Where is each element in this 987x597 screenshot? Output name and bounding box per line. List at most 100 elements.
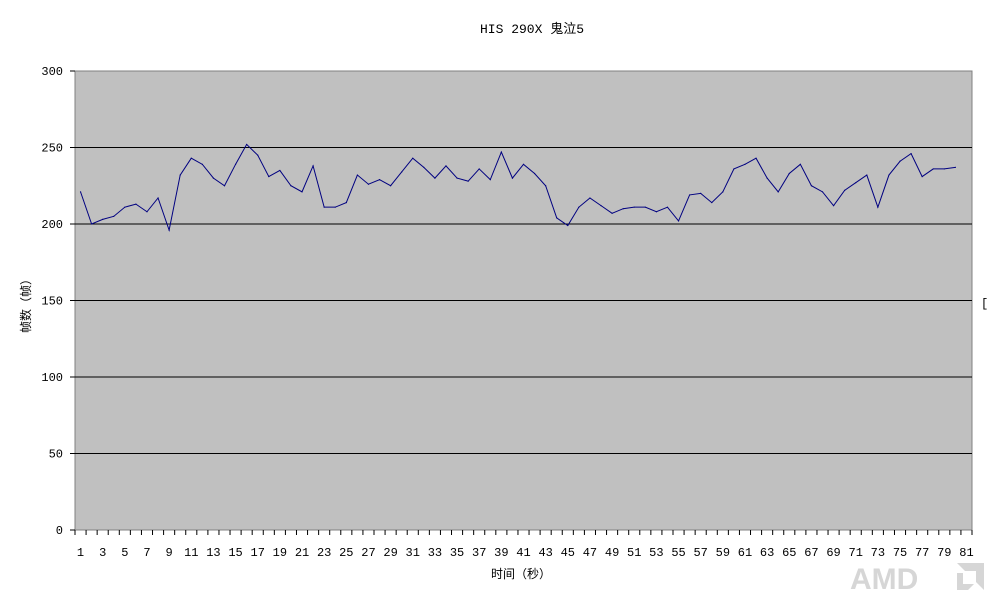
data-point [700,192,702,194]
data-point [257,154,259,156]
data-point [877,206,879,208]
data-point [799,163,801,165]
y-tick-label: 150 [41,295,63,309]
data-point [810,185,813,187]
data-point [932,168,934,170]
data-point [556,217,558,219]
data-point [633,206,635,208]
y-tick-label: 300 [41,65,63,79]
data-point [279,169,281,172]
data-point [899,160,901,162]
x-tick-label: 47 [583,546,597,560]
x-tick-label: 79 [937,546,951,560]
data-point [655,211,657,213]
data-point [954,166,956,168]
x-tick-label: 29 [383,546,397,560]
data-point [79,191,82,193]
amd-logo-text: AMD [850,563,918,596]
data-point [866,174,868,176]
legend-marker: [ [981,297,987,311]
data-point [290,185,292,187]
y-axis: 0 50 100 150 200 250 300 [41,65,75,538]
x-tick-label: 67 [804,546,818,560]
x-tick-label: 23 [317,546,331,560]
data-point [832,205,835,207]
x-tick-label: 31 [406,546,420,560]
x-tick-label: 3 [99,546,106,560]
x-tick-label: 73 [871,546,885,560]
x-tick-label: 17 [251,546,265,560]
data-point [677,220,680,222]
data-point [943,168,945,170]
x-tick-label: 51 [627,546,641,560]
data-point [124,206,126,208]
data-point [102,218,104,221]
x-tick-label: 33 [428,546,442,560]
x-tick-label: 27 [361,546,375,560]
data-point [567,224,569,227]
x-tick-label: 59 [716,546,730,560]
data-point [489,179,491,181]
data-point [356,174,358,176]
data-point [234,163,237,165]
data-point [412,157,414,159]
data-point [711,201,713,204]
x-tick-label: 9 [166,546,173,560]
data-point [223,185,226,187]
data-point [367,183,370,185]
data-point [390,185,392,187]
x-axis: 1 3 5 7 9 11 13 15 17 19 21 23 25 27 29 31 33 35 37 39 41 43 4… [74,530,974,560]
data-point [301,191,303,193]
x-tick-label: 7 [143,546,150,560]
amd-arrow-icon [957,563,984,590]
y-axis-label: 帧数（帧） [18,273,34,333]
x-tick-label: 53 [649,546,663,560]
amd-logo: AMD [850,563,984,596]
y-tick-label: 200 [41,218,63,232]
chart-title: HIS 290X 鬼泣5 [480,21,584,37]
data-point [323,206,325,208]
data-point [545,185,547,187]
x-tick-label: 35 [450,546,464,560]
data-point [146,211,148,213]
data-point [135,203,137,205]
x-tick-label: 41 [516,546,530,560]
data-point [246,143,248,146]
data-point [611,212,613,214]
data-point [212,177,215,179]
data-point [434,177,436,179]
x-axis-label: 时间（秒） [491,567,551,582]
x-tick-label: 63 [760,546,774,560]
x-tick-label: 69 [826,546,840,560]
x-tick-label: 71 [849,546,863,560]
data-point [622,208,624,210]
x-tick-label: 43 [538,546,552,560]
x-tick-label: 55 [671,546,685,560]
series-line-1 [80,143,956,233]
x-tick-label: 37 [472,546,486,560]
data-point [888,174,890,176]
x-tick-label: 15 [228,546,242,560]
data-point [201,163,203,165]
x-tick-label: 13 [206,546,220,560]
data-point [744,163,746,165]
x-tick-label: 65 [782,546,796,560]
data-point [578,206,580,208]
data-point [533,172,536,175]
data-point [777,191,779,193]
data-point [855,182,857,184]
data-point [312,165,314,167]
x-tick-label: 11 [184,546,198,560]
x-tick-label: 1 [77,546,84,560]
data-point [401,171,403,173]
x-tick-label: 77 [915,546,929,560]
data-point [91,223,93,225]
data-point [334,206,336,208]
x-tick-label: 39 [494,546,508,560]
data-point [766,177,768,179]
data-point [589,197,591,199]
x-tick-label: 19 [273,546,287,560]
x-tick-label: 81 [959,546,973,560]
data-point [478,168,480,170]
